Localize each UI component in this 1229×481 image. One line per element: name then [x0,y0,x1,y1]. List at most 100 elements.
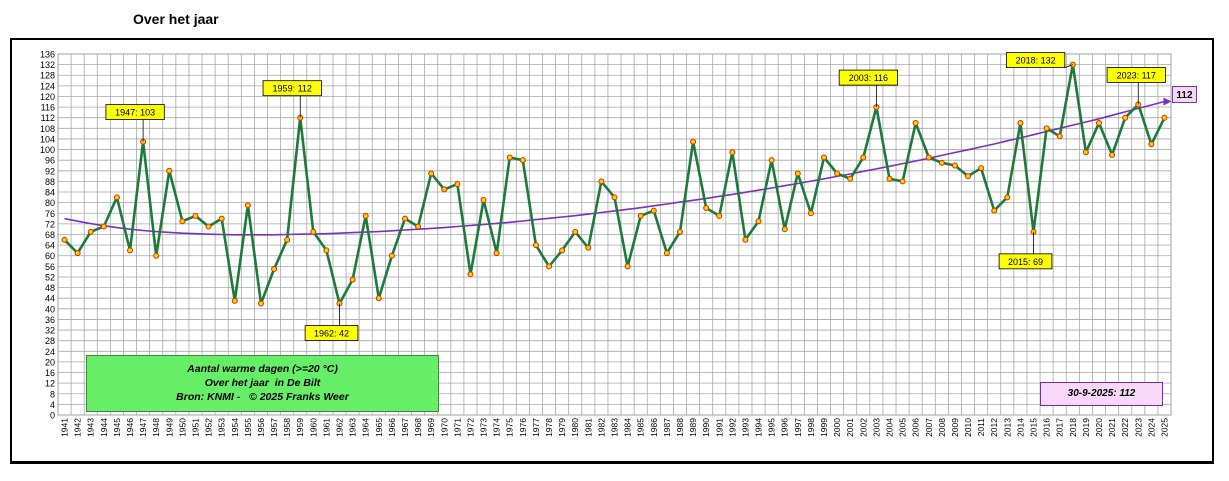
data-point [834,170,841,177]
data-point [768,157,775,164]
data-point [663,250,670,257]
data-point [585,244,592,251]
y-tick-label: 112 [41,113,55,123]
y-tick-label: 32 [45,326,55,336]
data-point [611,194,618,201]
callout-label: 1947: 103 [115,108,155,118]
y-tick-label: 68 [45,230,55,240]
x-tick-label: 2021 [1107,418,1117,437]
x-tick-label: 1954 [230,418,240,437]
y-tick-label: 100 [40,145,55,155]
data-point [231,297,238,304]
callout-label: 1962: 42 [314,329,349,339]
data-point [742,236,749,243]
data-point [179,218,186,225]
y-tick-label: 44 [45,294,55,304]
y-tick-label: 104 [40,134,55,144]
y-tick-label: 52 [45,272,55,282]
data-point [61,236,68,243]
y-tick-label: 92 [45,166,55,176]
data-point [912,120,919,127]
data-point [441,186,448,193]
data-point [127,247,134,254]
x-tick-label: 1984 [623,418,633,437]
data-point [323,247,330,254]
x-tick-label: 1955 [243,418,253,437]
x-tick-label: 1989 [688,418,698,437]
data-point [690,138,697,145]
data-point [74,250,81,257]
x-tick-label: 2005 [898,418,908,437]
x-tick-label: 1945 [112,418,122,437]
data-point [113,194,120,201]
data-point [493,250,500,257]
x-tick-label: 1953 [217,418,227,437]
x-tick-label: 1943 [86,418,96,437]
x-tick-label: 1963 [348,418,358,437]
data-point [519,157,526,164]
data-point [257,300,264,307]
data-point [624,263,631,270]
y-tick-label: 48 [45,283,55,293]
data-point [807,210,814,217]
x-tick-label: 2003 [871,418,881,437]
data-point [991,207,998,214]
x-tick-label: 1958 [282,418,292,437]
x-tick-label: 1998 [806,418,816,437]
x-tick-label: 1997 [793,418,803,437]
x-tick-label: 2014 [1015,418,1025,437]
trend-end-label: 112 [1176,90,1193,101]
data-point [218,215,225,222]
data-point [506,154,513,161]
x-tick-label: 2012 [989,418,999,437]
data-point [401,215,408,222]
data-point [951,162,958,169]
x-tick-label: 1952 [204,418,214,437]
callout-label: 2018: 132 [1016,56,1056,66]
data-point [925,154,932,161]
data-point [716,212,723,219]
data-point [480,196,487,203]
x-tick-label: 1970 [439,418,449,437]
data-point [821,154,828,161]
x-tick-label: 2010 [963,418,973,437]
x-tick-label: 1991 [714,418,724,437]
x-tick-label: 1992 [727,418,737,437]
y-tick-label: 84 [45,188,55,198]
x-tick-label: 1981 [583,418,593,437]
data-point [1017,120,1024,127]
data-point [1043,125,1050,132]
callout-label: 2015: 69 [1008,257,1043,267]
x-tick-label: 1971 [452,418,462,437]
data-point [532,242,539,249]
callout-box [1005,52,1066,69]
x-tick-label: 1988 [675,418,685,437]
chart-legend-box: Aantal warme dagen (>=20 °C) Over het ja… [86,355,439,412]
chart-frame [10,38,1214,464]
x-tick-label: 1995 [767,418,777,437]
x-tick-label: 2018 [1068,418,1078,437]
x-tick-label: 1968 [413,418,423,437]
callout-box [1106,67,1166,83]
data-point [546,263,553,270]
x-tick-label: 1941 [60,418,70,437]
y-tick-label: 28 [45,336,55,346]
x-tick-label: 2008 [937,418,947,437]
data-point [1148,141,1155,148]
x-tick-label: 2011 [976,418,986,437]
y-tick-label: 56 [45,262,55,272]
data-point [1082,149,1089,156]
x-tick-label: 1949 [164,418,174,437]
x-tick-label: 1986 [649,418,659,437]
x-tick-label: 1974 [492,418,502,437]
data-point [860,154,867,161]
data-point [100,223,107,230]
x-tick-label: 2023 [1133,418,1143,437]
legend-line-1: Aantal warme dagen (>=20 °C) [187,363,338,375]
x-tick-label: 1948 [151,418,161,437]
x-tick-label: 1975 [505,418,515,437]
x-tick-label: 1962 [335,418,345,437]
data-point [428,170,435,177]
x-tick-label: 1969 [426,418,436,437]
y-tick-label: 120 [40,92,55,102]
